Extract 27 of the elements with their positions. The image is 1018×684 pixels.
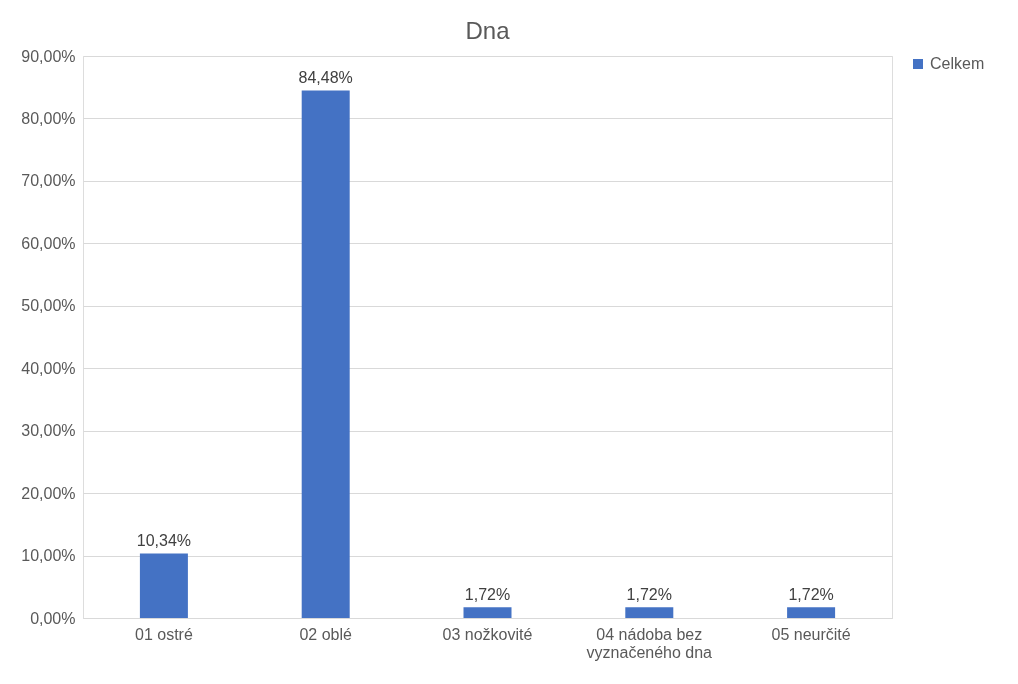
y-tick-label: 30,00% — [21, 422, 76, 440]
y-tick-label: 20,00% — [21, 484, 76, 502]
x-tick-label: 05 neurčité — [771, 625, 851, 643]
bar — [463, 607, 512, 618]
bar — [625, 607, 674, 618]
data-label: 1,72% — [788, 586, 834, 604]
y-tick-label: 10,00% — [21, 547, 76, 565]
y-tick-label: 80,00% — [21, 109, 76, 127]
y-tick-label: 70,00% — [21, 172, 76, 190]
y-tick-label: 90,00% — [21, 47, 76, 65]
x-tick-label: 04 nádoba bez vyznačeného dna — [586, 625, 713, 661]
y-tick-label: 60,00% — [21, 234, 76, 252]
data-label: 10,34% — [136, 532, 192, 550]
bar — [787, 607, 836, 618]
y-tick-label: 40,00% — [21, 359, 76, 377]
x-tick-label: 02 oblé — [299, 625, 353, 643]
data-label: 1,72% — [464, 586, 511, 604]
bar — [139, 553, 188, 618]
bar — [301, 90, 350, 618]
y-tick-label: 50,00% — [21, 297, 76, 315]
x-tick-label: 03 nožkovité — [442, 625, 533, 643]
legend-label: Celkem — [930, 55, 985, 72]
chart-title: Dna — [465, 17, 511, 44]
data-label: 1,72% — [626, 586, 672, 604]
data-label: 84,48% — [298, 69, 353, 87]
y-tick-label: 0,00% — [30, 609, 76, 627]
x-tick-label: 01 ostré — [134, 625, 193, 643]
